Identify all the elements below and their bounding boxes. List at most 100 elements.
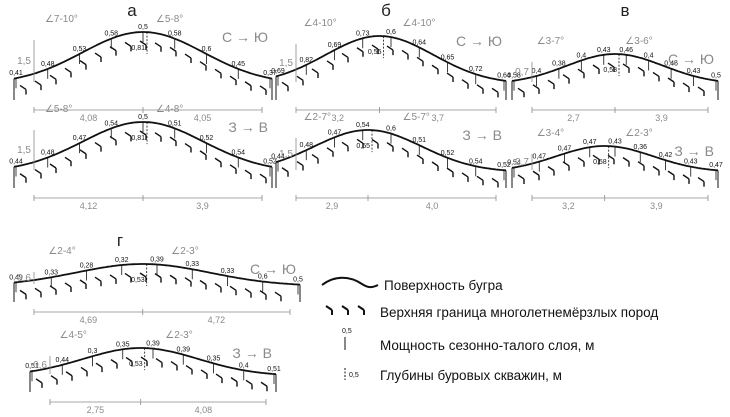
thaw-depth-label: 0,47	[73, 135, 87, 142]
thaw-depth-label: 0,45	[231, 61, 245, 68]
thaw-depth-label: 0,54	[231, 149, 245, 156]
distance-label-right: 4,08	[195, 405, 213, 415]
slope-angle-left: ∠2-4°	[48, 246, 75, 257]
slope-angle-right: ∠4-8°	[156, 104, 183, 115]
mound-surface-line	[275, 129, 507, 172]
panel-letter-a: а	[127, 1, 137, 20]
permafrost-boundary	[19, 40, 267, 95]
slope-angle-right: ∠2-3°	[625, 128, 652, 139]
permafrost-boundary	[19, 272, 282, 302]
profile-end-brackets	[511, 167, 719, 188]
thaw-depth-label: 0,28	[80, 263, 94, 270]
thaw-depth-label: 0,5	[711, 73, 721, 80]
slope-angle-left: ∠7-10°	[45, 14, 78, 25]
profile-end-brackets	[511, 80, 719, 100]
borehole-depth-label: 0,81	[131, 45, 145, 52]
thaw-depth-label: 0,46	[619, 47, 633, 54]
legend-thaw-label: Мощность сезонно-талого слоя, м	[380, 338, 594, 353]
legend-borehole-label: Глубины буровых скважин, м	[380, 368, 562, 383]
thaw-depth-label: 0,6	[258, 274, 268, 281]
thaw-depth-label: 0,6	[386, 126, 396, 133]
legend-surface-swatch	[321, 276, 379, 289]
profile-8: 0,51 0,44 0,3 0,35 0,39 0,39 0,35 0,4 0,51 0,53 0,…	[25, 330, 281, 415]
thaw-depth-label: 0,4	[644, 52, 654, 59]
panel-letter-v: в	[620, 1, 629, 20]
height-scale-label: 1,5	[279, 149, 293, 160]
distance-label-left: 2,7	[567, 113, 580, 123]
thaw-depth-label: 0,54	[104, 120, 118, 127]
thaw-depth-label: 0,5	[293, 276, 303, 283]
thaw-depth-label: 0,69	[328, 42, 342, 49]
thaw-depth-label: 0,49	[9, 274, 23, 281]
profile-1: 0,41 0,48 0,53 0,58 0,5 0,58 0,6 0,45 0,37 0,81 1,…	[9, 14, 277, 123]
height-scale-label: 1,5	[17, 145, 31, 156]
thaw-depth-label: 0,52	[200, 135, 214, 142]
thaw-depth-label: 0,3	[88, 348, 98, 355]
permafrost-boundary	[281, 44, 499, 98]
legend: Поверхность бугра Верхняя граница многол…	[321, 276, 658, 383]
direction-label: З → В	[462, 127, 502, 143]
distance-label-right: 3,9	[655, 113, 668, 123]
thaw-depth-label: 0,43	[687, 68, 701, 75]
thaw-depth-label: 0,58	[168, 31, 182, 38]
distance-label-left: 2,75	[87, 405, 105, 415]
slope-angle-left: ∠2-7°	[304, 112, 331, 123]
thaw-depth-label: 0,51	[412, 137, 426, 144]
height-scale-label: 0,6	[17, 273, 31, 284]
distance-label-right: 4,05	[194, 113, 212, 123]
thaw-depth-label: 0,5	[138, 24, 148, 31]
thaw-depth-label: 0,37	[263, 70, 277, 77]
distance-label-left: 4,08	[80, 113, 98, 123]
thaw-depth-label: 0,53	[73, 46, 87, 53]
thaw-depth-label: 0,6	[386, 29, 396, 36]
thaw-depth-label: 0,47	[328, 129, 342, 136]
permafrost-boundary	[281, 138, 499, 188]
thaw-depth-label: 0,36	[633, 144, 647, 151]
direction-label: З → В	[232, 345, 272, 361]
thaw-depth-label: 0,51	[168, 120, 182, 127]
borehole-depth-label: 0,58	[593, 159, 607, 166]
distance-label-right: 3,7	[431, 113, 444, 123]
thaw-depth-label: 0,64	[412, 39, 426, 46]
profile-end-brackets	[13, 282, 301, 302]
distance-label-right: 4,72	[208, 315, 226, 325]
height-scale-label: 0,7	[515, 67, 529, 78]
thaw-depth-label: 0,69	[271, 68, 285, 75]
profile-end-brackets	[13, 78, 273, 100]
height-scale-label: 0,7	[515, 157, 529, 168]
thaw-depth-label: 0,58	[104, 31, 118, 38]
thaw-depth-label: 0,47	[558, 146, 572, 153]
legend-surface-label: Поверхность бугра	[384, 278, 503, 293]
thaw-depth-label: 0,6	[202, 46, 212, 53]
thaw-depth-label: 0,52	[263, 158, 277, 165]
slope-angle-right: ∠5-8°	[156, 14, 183, 25]
permafrost-boundary	[35, 356, 268, 392]
thaw-depth-label: 0,44	[9, 158, 23, 165]
profile-2: 0,44 0,48 0,47 0,54 0,5 0,51 0,52 0,54 0,52 0,81 1…	[9, 104, 277, 211]
thaw-depth-label: 0,42	[659, 152, 673, 159]
mound-surface-line	[29, 347, 277, 376]
slope-angle-left: ∠4-5°	[60, 330, 87, 341]
thaw-depth-label: 0,54	[356, 122, 370, 129]
thaw-depth-label: 0,41	[9, 70, 23, 77]
thaw-depth-label: 0,44	[55, 357, 69, 364]
distance-label-left: 3,2	[562, 201, 575, 211]
thaw-depth-label: 0,45	[664, 61, 678, 68]
thaw-depth-label: 0,43	[597, 47, 611, 54]
permafrost-boundary	[517, 62, 705, 98]
thaw-depth-label: 0,33	[185, 261, 199, 268]
distance-label-right: 4,0	[426, 201, 439, 211]
thaw-depth-label: 0,35	[207, 355, 221, 362]
panel-letter-b: б	[381, 1, 391, 20]
profile-5: 0,58 0,4 0,38 0,4 0,43 0,46 0,4 0,45 0,43 0,5 0,58…	[507, 36, 721, 123]
distance-label-left: 4,69	[80, 315, 98, 325]
distance-label-left: 2,9	[326, 201, 339, 211]
slope-angle-left: ∠3-4°	[537, 128, 564, 139]
height-scale-label: 1,5	[17, 56, 31, 67]
thaw-depth-label: 0,54	[507, 160, 521, 167]
borehole-depth-label: 0,81	[131, 135, 145, 142]
thaw-depth-label: 0,47	[709, 162, 723, 169]
permafrost-boundary	[517, 154, 705, 187]
permafrost-boundary	[19, 130, 267, 184]
legend-permafrost-label: Верхняя граница многолетнемёрзлых пород	[380, 305, 658, 320]
